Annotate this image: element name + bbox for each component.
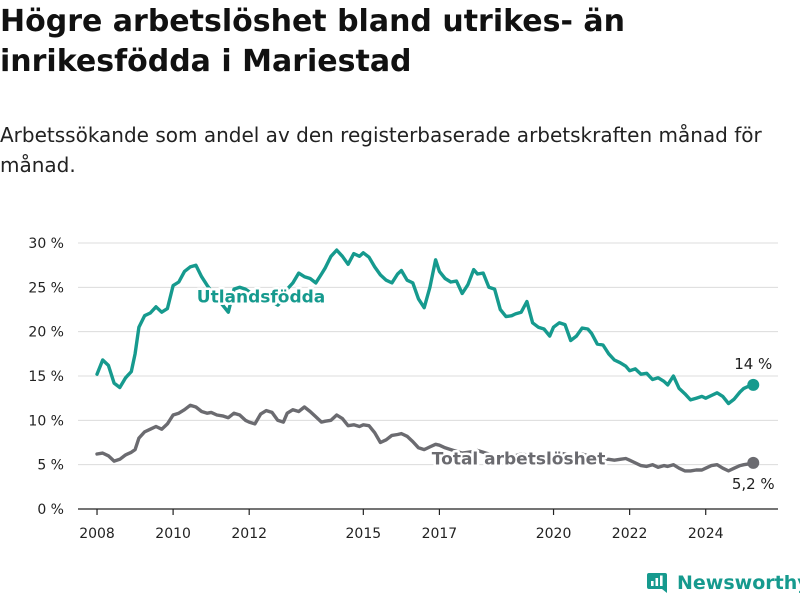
x-tick-label: 2012 xyxy=(231,526,267,542)
series-name-label: Total arbetslöshet xyxy=(432,450,606,470)
series-line-utlandsfodda xyxy=(97,250,753,403)
x-tick-label: 2020 xyxy=(536,526,572,542)
y-tick-label: 5 % xyxy=(37,458,64,474)
line-chart: 0 %5 %10 %15 %20 %25 %30 % 2008 2010 2012 2… xyxy=(0,0,800,600)
x-tick-label: 2024 xyxy=(688,526,724,542)
series-line-total xyxy=(97,405,753,471)
series-lines xyxy=(97,250,759,471)
x-axis: 2008 2010 2012 2015 2017 2020 2022 2024 xyxy=(78,509,778,542)
y-tick-label: 0 % xyxy=(37,502,64,518)
brand-name: Newsworthy xyxy=(677,572,800,594)
series-name-label: Utlandsfödda xyxy=(197,287,326,307)
bar-chart-logo-icon xyxy=(645,571,669,595)
y-tick-label: 15 % xyxy=(28,369,64,385)
series-labels: 14 % 5,2 % Utlandsfödda Total arbetslöshet xyxy=(197,287,775,492)
x-tick-label: 2017 xyxy=(422,526,458,542)
x-tick-label: 2010 xyxy=(155,526,191,542)
y-axis-ticks: 0 % 5 % 10 % 15 % 20 % 25 % 30 % xyxy=(28,236,64,518)
y-tick-label: 25 % xyxy=(28,280,64,296)
x-tick-label: 2022 xyxy=(612,526,648,542)
x-tick-label: 2015 xyxy=(346,526,382,542)
y-tick-label: 30 % xyxy=(28,236,64,252)
series-end-point xyxy=(747,379,759,391)
y-tick-label: 20 % xyxy=(28,325,64,341)
brand-logo-block[interactable]: Newsworthy xyxy=(645,568,800,598)
series-end-value-label: 5,2 % xyxy=(732,475,775,493)
y-tick-label: 10 % xyxy=(28,413,64,429)
x-tick-label: 2008 xyxy=(79,526,115,542)
series-end-point xyxy=(747,457,759,469)
series-end-value-label: 14 % xyxy=(734,355,772,373)
